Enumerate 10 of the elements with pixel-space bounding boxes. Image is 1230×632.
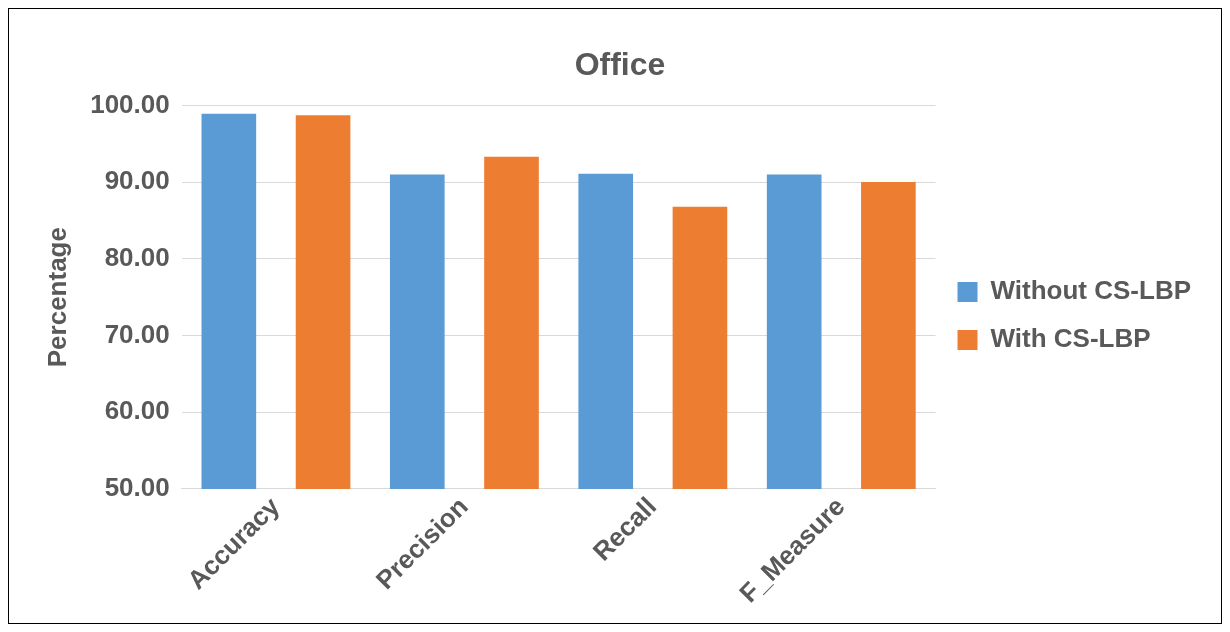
y-tick-label: 70.00	[104, 318, 170, 349]
y-tick-label: 50.00	[104, 472, 170, 503]
chart-title: Office	[574, 46, 666, 83]
y-tick-label: 80.00	[104, 241, 170, 272]
y-tick-label: 90.00	[104, 165, 170, 196]
y-axis-title: Percentage	[41, 227, 72, 368]
y-tick-label: 100.00	[90, 88, 170, 119]
legend-label: With CS-LBP	[990, 323, 1151, 354]
legend-label: Without CS-LBP	[990, 275, 1191, 306]
y-tick-label: 60.00	[104, 395, 170, 426]
